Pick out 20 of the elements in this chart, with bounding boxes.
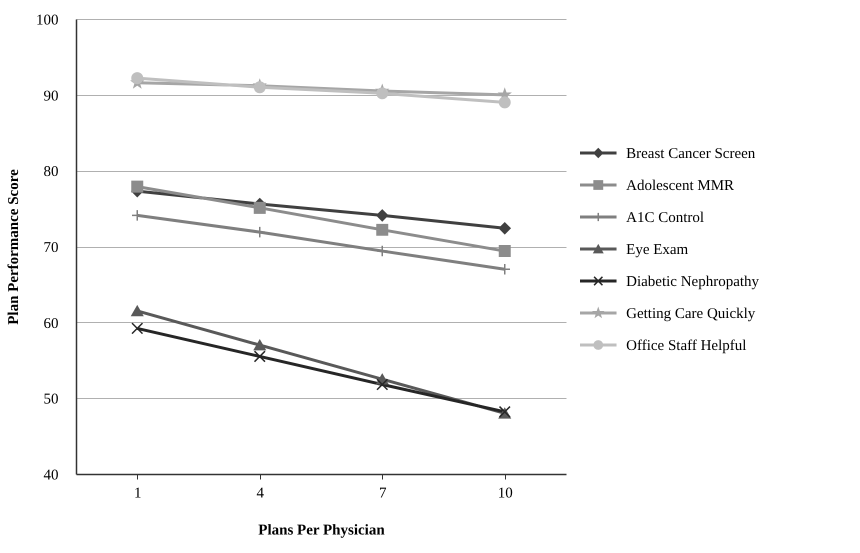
y-tick-label: 40 [44,468,58,484]
legend-label: Getting Care Quickly [626,306,756,322]
x-tick-label: 4 [256,486,264,502]
legend-label: Breast Cancer Screen [626,146,756,162]
x-tick-label: 1 [134,486,142,502]
legend-label: Office Staff Helpful [626,338,746,354]
legend-label: Adolescent MMR [626,178,734,194]
y-tick-label: 70 [44,240,58,256]
y-tick-label: 50 [44,392,58,408]
legend-label: Eye Exam [626,242,689,258]
y-tick-label: 80 [44,164,58,180]
legend-label: A1C Control [626,210,704,226]
y-axis-title: Plan Performance Score [6,168,22,325]
y-tick-label: 60 [44,316,58,332]
y-tick-label: 100 [36,12,58,28]
x-tick-label: 7 [379,486,387,502]
legend-label: Diabetic Nephropathy [626,274,760,290]
x-tick-label: 10 [498,486,513,502]
y-tick-label: 90 [44,88,58,104]
x-axis-title: Plans Per Physician [258,522,386,538]
